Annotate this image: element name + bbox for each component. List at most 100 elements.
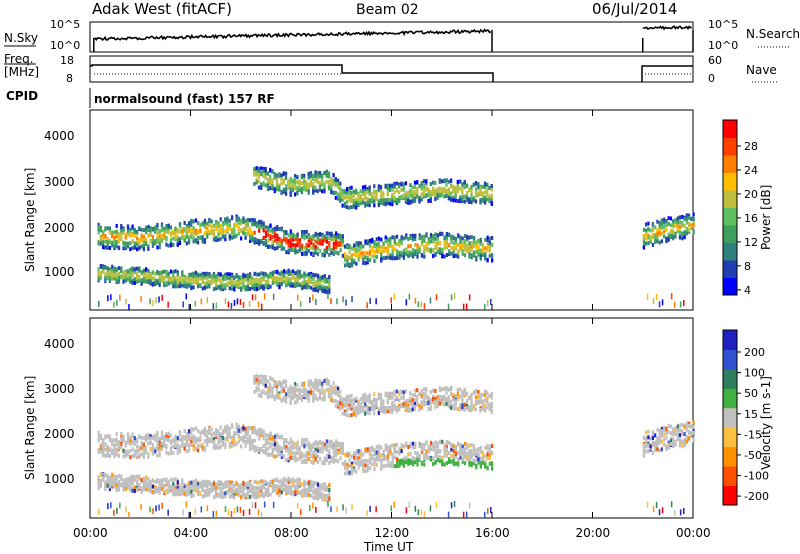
velocity-cell bbox=[246, 437, 249, 442]
power-cell bbox=[337, 178, 340, 183]
power-cell bbox=[307, 243, 310, 248]
power-cell bbox=[145, 271, 148, 276]
velocity-cell bbox=[219, 436, 222, 441]
power-cell bbox=[672, 234, 675, 239]
power-cell bbox=[645, 232, 648, 237]
power-cell bbox=[350, 190, 353, 195]
power-cell bbox=[389, 188, 392, 192]
power-cell bbox=[348, 198, 351, 203]
power-cell bbox=[208, 283, 211, 288]
power-cell bbox=[411, 237, 415, 242]
velocity-cell bbox=[491, 461, 494, 466]
velocity-cell bbox=[323, 461, 326, 466]
velocity-cell bbox=[414, 445, 417, 449]
power-cell bbox=[439, 247, 442, 252]
velocity-cell bbox=[298, 456, 301, 461]
power-cell bbox=[364, 203, 367, 208]
velocity-cell bbox=[355, 456, 358, 460]
velocity-cell bbox=[323, 392, 326, 397]
velocity-cell bbox=[126, 440, 130, 445]
velocity-cell bbox=[384, 447, 387, 452]
power-cell bbox=[312, 237, 315, 242]
power-cell bbox=[140, 278, 143, 283]
power-cell bbox=[407, 244, 410, 249]
power-cell bbox=[283, 233, 286, 238]
freq-right-tick-bottom: 0 bbox=[708, 72, 715, 85]
power-cell bbox=[178, 224, 182, 229]
velocity-cell bbox=[368, 456, 372, 461]
power-cell bbox=[323, 285, 326, 290]
power-cell bbox=[99, 237, 102, 242]
velocity-cell bbox=[400, 446, 403, 451]
power-cell bbox=[314, 239, 317, 244]
velocity-cell bbox=[463, 391, 466, 396]
power-cell bbox=[387, 255, 390, 260]
noise-right-tick-top: 10^5 bbox=[708, 18, 738, 31]
power-cell bbox=[669, 234, 673, 238]
velocity-cell bbox=[228, 434, 231, 439]
power-cell bbox=[654, 225, 657, 230]
velocity-cell bbox=[420, 447, 424, 452]
velocity-cell bbox=[289, 394, 292, 399]
velocity-cell bbox=[178, 446, 182, 451]
velocity-cell bbox=[355, 469, 358, 474]
velocity-cell bbox=[181, 443, 184, 448]
power-cell bbox=[163, 269, 166, 274]
power-cell bbox=[305, 229, 308, 234]
velocity-cell bbox=[262, 450, 265, 454]
velocity-cell bbox=[330, 385, 333, 390]
velocity-cell bbox=[402, 456, 405, 461]
velocity-cell bbox=[362, 459, 365, 464]
power-cell bbox=[321, 182, 324, 187]
velocity-cell bbox=[456, 387, 459, 392]
velocity-cell bbox=[283, 454, 286, 459]
velocity-cell bbox=[339, 394, 342, 399]
power-cell bbox=[267, 279, 270, 284]
power-cell bbox=[298, 270, 301, 275]
power-cell bbox=[676, 216, 679, 221]
power-cell bbox=[445, 182, 448, 187]
power-cell bbox=[484, 184, 487, 189]
power-cell bbox=[425, 187, 428, 192]
power-cell bbox=[122, 246, 125, 251]
velocity-cell bbox=[481, 454, 485, 459]
power-cell bbox=[654, 233, 657, 238]
power-cell bbox=[692, 212, 695, 217]
velocity-cell bbox=[106, 448, 109, 453]
power-cell bbox=[142, 271, 145, 276]
velocity-cell bbox=[291, 389, 294, 394]
velocity-cell bbox=[165, 445, 168, 450]
power-cell bbox=[287, 278, 290, 283]
velocity-cell bbox=[327, 382, 331, 387]
noise-line bbox=[642, 25, 692, 31]
velocity-cell bbox=[224, 445, 227, 450]
velocity-cell bbox=[106, 476, 109, 481]
velocity-cell bbox=[468, 443, 471, 448]
velocity-cell bbox=[287, 441, 290, 446]
velocity-cell bbox=[484, 454, 487, 459]
beam-label: Beam 02 bbox=[356, 2, 419, 18]
power-cell bbox=[377, 203, 380, 207]
velocity-cell bbox=[267, 440, 270, 445]
velocity-cell bbox=[282, 380, 285, 385]
velocity-cell bbox=[486, 466, 489, 471]
power-cell bbox=[129, 267, 132, 272]
velocity-cell bbox=[235, 426, 238, 431]
power-cell bbox=[122, 274, 125, 279]
power-cell bbox=[309, 182, 312, 187]
velocity-cell bbox=[477, 460, 480, 465]
power-cell bbox=[124, 271, 127, 276]
velocity-cell bbox=[366, 459, 369, 464]
power-cell bbox=[391, 256, 394, 261]
velocity-cell bbox=[470, 461, 473, 466]
velocity-cell bbox=[273, 446, 277, 451]
velocity-cell bbox=[169, 446, 173, 450]
power-cell bbox=[316, 288, 320, 293]
power-cell bbox=[669, 230, 673, 235]
power-cell bbox=[674, 218, 677, 223]
velocity-cell bbox=[404, 389, 407, 394]
power-cell bbox=[429, 192, 432, 197]
velocity-cell bbox=[154, 449, 157, 454]
power-cell bbox=[269, 273, 272, 278]
velocity-cell bbox=[242, 437, 245, 441]
